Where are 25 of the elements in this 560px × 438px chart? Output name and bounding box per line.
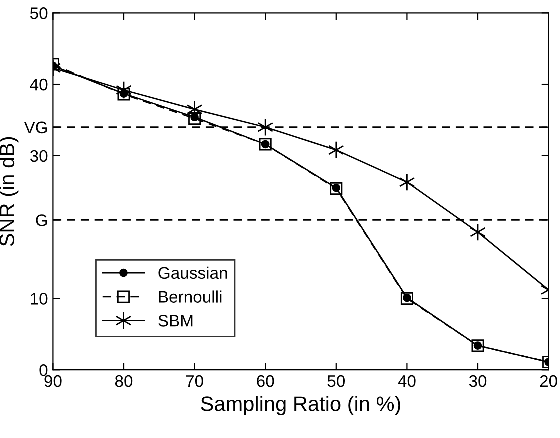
y-tick-label: 0 — [40, 364, 48, 376]
x-tick-label: 60 — [257, 375, 274, 388]
x-tick-label: 50 — [328, 375, 346, 388]
x-tick-label: 40 — [398, 375, 416, 388]
y-tick-label: 10 — [31, 293, 48, 305]
point — [258, 118, 274, 136]
x-tick-label: 30 — [469, 375, 487, 388]
y-tick-label: G — [36, 214, 48, 226]
x-tick-label: 90 — [44, 375, 62, 388]
legend-label: Gaussian — [158, 266, 228, 280]
legend-label: SBM — [158, 315, 193, 327]
y-tick-label: 30 — [30, 150, 48, 162]
legend-label: Bernoulli — [159, 290, 222, 303]
x-tick-label: 70 — [186, 375, 204, 388]
point — [328, 141, 344, 160]
x-axis-title: Sampling Ratio (in %) — [201, 396, 400, 416]
x-tick-label: 80 — [115, 375, 133, 388]
point — [400, 292, 414, 305]
point — [330, 182, 343, 196]
y-tick-label: 40 — [30, 78, 48, 91]
y-tick-label: VG — [24, 122, 48, 134]
point — [399, 173, 416, 192]
y-tick-label: 50 — [30, 8, 48, 20]
point — [188, 112, 202, 126]
x-tick-label: 20 — [540, 375, 558, 388]
